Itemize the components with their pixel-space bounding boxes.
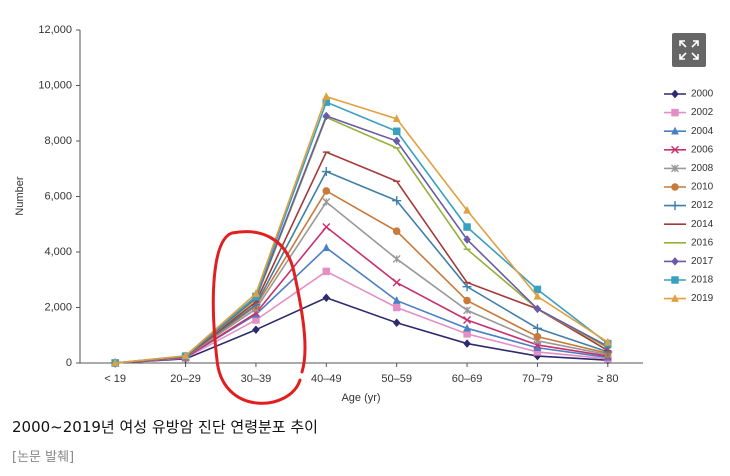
y-tick-label: 4,000 xyxy=(44,246,72,258)
data-point xyxy=(392,278,401,287)
data-point xyxy=(111,358,120,367)
data-point xyxy=(392,136,401,146)
series-line xyxy=(115,200,608,364)
legend-label: 2002 xyxy=(691,107,714,118)
plot: 0 2,000 4,000 6,000 8,000 10,000 12,000 < 19 20–… xyxy=(38,24,713,385)
x-axis-label: Age (yr) xyxy=(341,392,380,404)
legend-label: 2010 xyxy=(691,182,714,193)
data-point xyxy=(322,267,331,276)
data-point xyxy=(532,323,542,333)
legend-marker xyxy=(671,294,679,302)
data-point xyxy=(463,235,471,244)
data-point xyxy=(463,306,472,315)
x-tick-label: 50–59 xyxy=(381,373,412,385)
data-point xyxy=(463,205,471,214)
legend-marker xyxy=(671,108,679,117)
x-tick-label: 20–29 xyxy=(170,373,201,385)
data-point xyxy=(322,111,331,121)
series-line xyxy=(115,225,608,364)
data-point xyxy=(463,315,472,324)
x-tick-label: 70–79 xyxy=(522,373,553,385)
x-tick-label: < 19 xyxy=(104,373,126,385)
data-point xyxy=(533,285,542,294)
y-tick-label: 8,000 xyxy=(44,135,72,147)
data-point xyxy=(392,114,401,123)
legend-label: 2006 xyxy=(691,144,714,155)
annotation-circle xyxy=(211,230,307,405)
legend-marker xyxy=(671,89,679,99)
data-point xyxy=(252,289,260,297)
legend-marker xyxy=(671,164,679,173)
series-line xyxy=(115,101,609,364)
y-tick-label: 2,000 xyxy=(44,301,72,313)
y-tick-label: 6,000 xyxy=(44,190,72,202)
data-point xyxy=(463,296,471,305)
data-point xyxy=(392,303,401,312)
legend-marker xyxy=(671,145,679,154)
data-point xyxy=(322,243,331,252)
legend-label: 2018 xyxy=(691,275,714,286)
legend-label: 2004 xyxy=(691,126,714,137)
legend-marker xyxy=(671,126,679,135)
series-line xyxy=(115,296,608,364)
y-tick-label: 10,000 xyxy=(38,79,72,91)
legend-marker xyxy=(671,257,679,266)
legend-marker xyxy=(671,183,679,191)
data-point xyxy=(322,198,331,207)
data-point xyxy=(322,223,331,232)
data-point xyxy=(392,296,401,304)
legend-label: 2016 xyxy=(691,237,714,248)
x-tick-label: 60–69 xyxy=(452,373,483,385)
series-line xyxy=(115,95,609,364)
data-point xyxy=(392,196,402,206)
chart: Number Age (yr) 0 2,000 4,000 6,000 8,000 10,… xyxy=(14,24,714,405)
legend-label: 2019 xyxy=(691,293,714,304)
data-point xyxy=(252,325,260,335)
expand-button[interactable] xyxy=(672,33,706,67)
source: [논문 발췌] xyxy=(12,450,75,465)
data-point xyxy=(322,92,331,100)
data-point xyxy=(533,291,542,300)
data-point xyxy=(322,293,331,303)
series-line xyxy=(115,270,608,364)
caption: 2000~2019년 여성 유방암 진단 연령분포 추이 xyxy=(12,418,318,436)
data-point xyxy=(392,227,401,235)
data-point xyxy=(392,127,401,136)
data-point xyxy=(462,282,472,292)
data-point xyxy=(321,167,331,177)
data-point xyxy=(322,187,331,195)
x-tick-label: ≥ 80 xyxy=(597,373,618,385)
data-point xyxy=(463,323,471,332)
data-point xyxy=(392,318,401,328)
data-point xyxy=(603,337,612,346)
x-tick-label: 30–39 xyxy=(241,373,272,385)
data-point xyxy=(463,223,471,231)
expand-icon xyxy=(679,40,699,60)
data-point xyxy=(533,304,542,314)
data-point xyxy=(463,339,471,348)
y-axis-label: Number xyxy=(14,176,26,215)
legend-label: 2000 xyxy=(691,89,714,100)
data-point xyxy=(392,254,401,263)
legend-marker xyxy=(670,201,680,211)
legend-label: 2008 xyxy=(691,163,714,174)
legend-label: 2014 xyxy=(691,219,714,230)
legend-marker xyxy=(671,276,679,284)
legend-label: 2017 xyxy=(691,256,714,267)
data-point xyxy=(533,332,542,341)
y-tick-label: 12,000 xyxy=(38,24,72,36)
legend-label: 2012 xyxy=(691,200,714,211)
series-line xyxy=(115,151,609,364)
data-point xyxy=(181,351,190,360)
x-tick-label: 40–49 xyxy=(311,373,342,385)
y-tick-label: 0 xyxy=(66,357,72,369)
